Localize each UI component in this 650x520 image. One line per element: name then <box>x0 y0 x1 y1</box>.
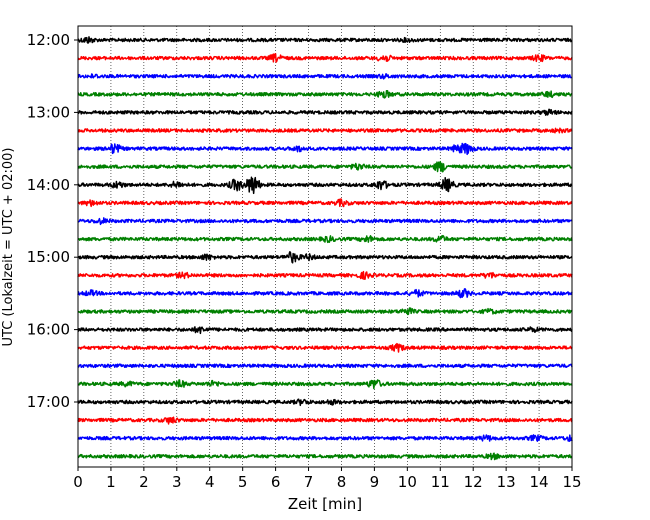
trace-line <box>77 142 573 156</box>
x-tick-label: 9 <box>370 473 380 491</box>
y-tick-label: 15:00 <box>27 248 70 266</box>
x-tick-label: 13 <box>497 473 516 491</box>
trace-line <box>77 288 573 299</box>
x-tick-label: 4 <box>205 473 215 491</box>
trace-line <box>77 398 573 407</box>
trace-line <box>77 379 573 390</box>
trace-line <box>77 73 573 80</box>
plot-background <box>78 26 572 467</box>
trace-line <box>77 307 573 316</box>
x-tick-label: 12 <box>464 473 483 491</box>
trace-line <box>77 108 573 116</box>
x-tick-label: 5 <box>238 473 248 491</box>
x-tick-label: 3 <box>172 473 182 491</box>
x-axis-label: Zeit [min] <box>288 495 362 513</box>
plot-frame <box>77 25 573 468</box>
y-tick-label: 16:00 <box>27 321 70 339</box>
trace-line <box>77 326 573 335</box>
x-tick-label: 14 <box>530 473 549 491</box>
trace-line <box>77 342 573 353</box>
x-tick-label: 15 <box>562 473 581 491</box>
x-tick-label: 10 <box>398 473 417 491</box>
trace-line <box>77 251 573 264</box>
trace-line <box>77 217 573 226</box>
trace-line <box>77 416 573 425</box>
x-tick-label: 11 <box>431 473 450 491</box>
trace-line <box>77 434 573 443</box>
x-tick-label: 0 <box>73 473 83 491</box>
x-tick-label: 7 <box>304 473 314 491</box>
y-tick-label: 17:00 <box>27 393 70 411</box>
trace-line <box>77 89 573 99</box>
trace-line <box>77 363 573 369</box>
seismic-traces <box>77 36 573 461</box>
x-tick-label: 2 <box>139 473 149 491</box>
trace-line <box>77 127 573 134</box>
y-tick-label: 12:00 <box>27 31 70 49</box>
y-axis: 12:00 13:00 14:00 15:00 16:00 17:00 <box>27 31 78 411</box>
x-tick-label: 1 <box>106 473 116 491</box>
y-tick-label: 13:00 <box>27 103 70 121</box>
trace-line <box>77 198 573 208</box>
x-axis: 0 1 2 3 4 5 6 7 8 9 10 11 12 13 14 15 <box>73 467 582 491</box>
trace-line <box>77 176 573 195</box>
trace-line <box>77 234 573 244</box>
y-tick-label: 14:00 <box>27 176 70 194</box>
trace-line <box>77 36 573 44</box>
trace-line <box>77 452 573 461</box>
trace-line <box>77 160 573 173</box>
x-tick-label: 6 <box>271 473 281 491</box>
y-axis-label: UTC (Lokalzeit = UTC + 02:00) <box>1 148 16 347</box>
trace-line <box>77 270 573 281</box>
trace-line <box>77 53 573 63</box>
x-tick-label: 8 <box>337 473 347 491</box>
